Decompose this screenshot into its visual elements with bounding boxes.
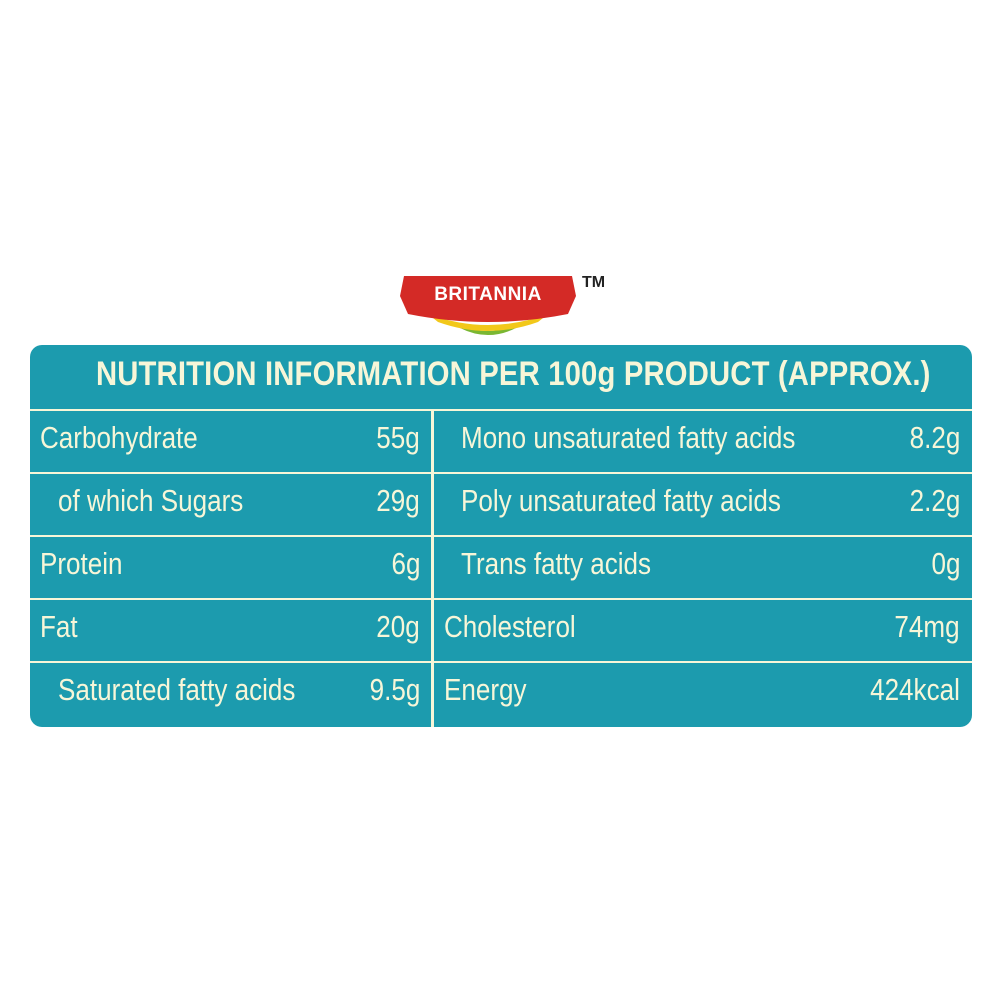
row-divider xyxy=(30,535,972,537)
left-row-label: Carbohydrate xyxy=(40,420,198,455)
row-divider xyxy=(30,409,972,411)
left-row-value: 6g xyxy=(391,546,420,581)
right-row-value: 0g xyxy=(931,546,960,581)
row-divider xyxy=(30,472,972,474)
left-row-value: 9.5g xyxy=(369,672,420,707)
left-row-label: Fat xyxy=(40,609,78,644)
left-row-label: Protein xyxy=(40,546,123,581)
right-row-label: Mono unsaturated fatty acids xyxy=(461,420,796,455)
right-row-value: 74mg xyxy=(894,609,960,644)
right-row-value: 2.2g xyxy=(909,483,960,518)
right-row-label: Trans fatty acids xyxy=(461,546,652,581)
left-row-label: Saturated fatty acids xyxy=(58,672,296,707)
right-row-label: Cholesterol xyxy=(444,609,576,644)
trademark-symbol: TM xyxy=(582,274,606,291)
column-divider xyxy=(431,409,434,727)
nutrition-panel: NUTRITION INFORMATION PER 100g PRODUCT (… xyxy=(30,345,972,727)
row-divider xyxy=(30,661,972,663)
right-row-label: Energy xyxy=(444,672,527,707)
left-row-value: 29g xyxy=(376,483,420,518)
right-row-value: 8.2g xyxy=(909,420,960,455)
britannia-logo: BRITANNIA xyxy=(398,270,588,340)
logo-brand-text: BRITANNIA xyxy=(434,284,542,305)
row-divider xyxy=(30,598,972,600)
right-row-label: Poly unsaturated fatty acids xyxy=(461,483,781,518)
logo-emblem-icon xyxy=(400,276,576,335)
right-row-value: 424kcal xyxy=(870,672,960,707)
left-row-label: of which Sugars xyxy=(58,483,244,518)
left-row-value: 20g xyxy=(376,609,420,644)
panel-title: NUTRITION INFORMATION PER 100g PRODUCT (… xyxy=(95,355,931,393)
left-row-value: 55g xyxy=(376,420,420,455)
